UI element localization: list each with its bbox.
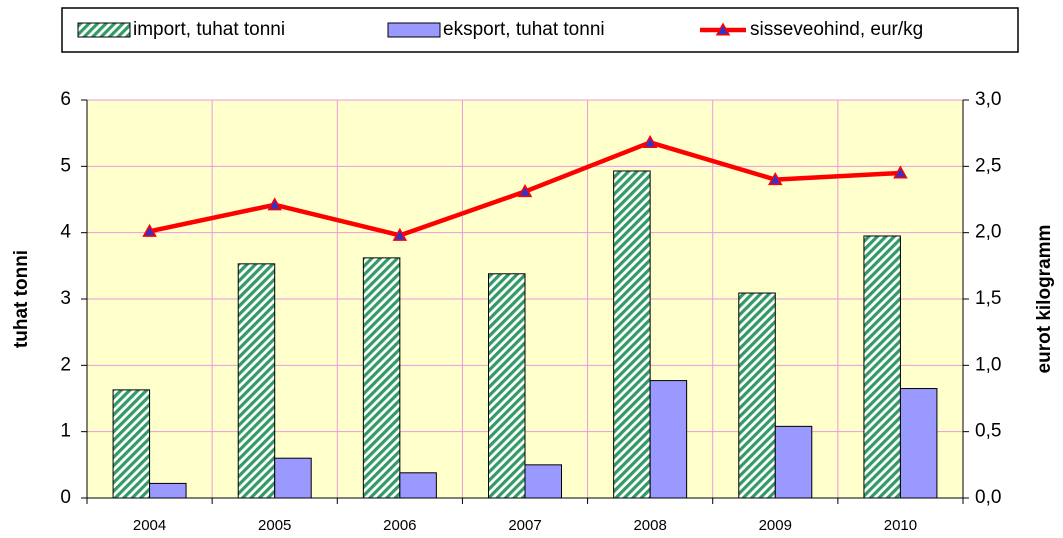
line-marker [392,227,408,241]
x-tick-label: 2006 [383,517,416,534]
y2-tick-label: 0,5 [975,421,1001,442]
y2-tick-label: 3,0 [975,89,1001,110]
y-tick-label: 1 [60,421,71,442]
y-tick-label: 0 [60,487,71,508]
line-marker [267,197,282,211]
bar [237,263,276,499]
legend-label: sisseveohind, eur/kg [750,19,923,40]
legend-swatch [77,22,131,38]
legend-label: import, tuhat tonni [133,19,285,40]
y2-tick-label: 2,0 [975,222,1001,243]
bar [399,472,437,499]
line-marker [142,223,157,237]
bar [613,170,651,499]
y-tick-label: 6 [60,89,71,110]
y2-tick-label: 0,0 [975,487,1001,508]
y2-tick-label: 1,0 [975,354,1001,375]
legend-label: eksport, tuhat tonni [443,19,605,40]
bar [899,388,938,499]
bar [149,482,187,499]
bar [488,273,526,499]
x-tick-label: 2009 [759,517,792,534]
bar [649,380,688,499]
x-tick-label: 2004 [133,517,166,534]
y-tick-label: 3 [60,288,71,309]
bar [112,389,151,499]
y-axis-title: tuhat tonni [11,250,32,348]
y-tick-label: 2 [60,354,71,375]
line-marker [517,183,533,198]
x-tick-label: 2005 [258,517,291,534]
legend-swatch [387,22,441,38]
line-marker [768,172,783,186]
x-tick-label: 2010 [884,517,917,534]
line-marker [893,165,908,179]
y2-tick-label: 2,5 [975,155,1001,176]
line-marker [642,134,658,149]
x-tick-label: 2007 [508,517,541,534]
bar [863,235,901,499]
y2-tick-label: 1,5 [975,288,1001,309]
legend-box [61,7,1019,53]
bar [362,257,401,499]
bar [524,464,562,499]
bar [274,457,312,499]
y2-axis-title: eurot kilogramm [1034,225,1055,374]
bar [738,292,776,499]
bar [774,425,813,499]
y-tick-label: 4 [60,222,71,243]
y-tick-label: 5 [60,155,71,176]
legend-marker [715,22,731,36]
x-tick-label: 2008 [633,517,666,534]
